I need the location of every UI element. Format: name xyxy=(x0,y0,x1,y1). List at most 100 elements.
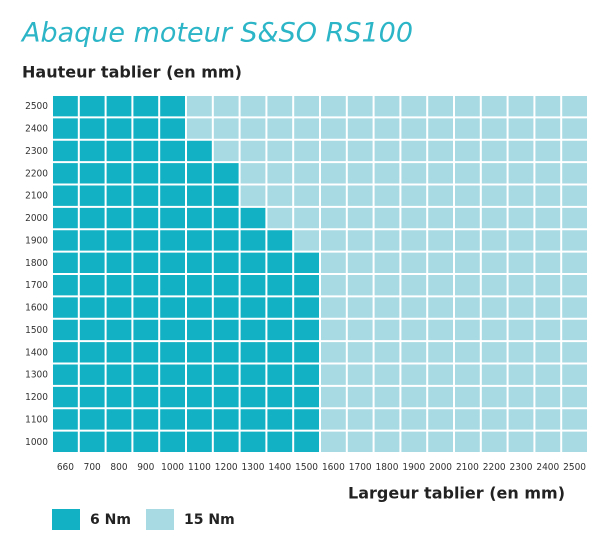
cell xyxy=(133,319,159,341)
cell xyxy=(347,275,373,296)
cell xyxy=(267,409,293,430)
cell xyxy=(508,252,534,273)
cell xyxy=(187,185,212,206)
cell xyxy=(428,230,453,251)
cell xyxy=(321,275,346,296)
cell xyxy=(106,230,132,251)
x-tick-label: 2300 xyxy=(510,462,533,473)
cell xyxy=(79,342,105,363)
cell xyxy=(53,297,78,318)
cell xyxy=(294,342,319,363)
cell xyxy=(428,275,453,296)
cell xyxy=(347,431,373,452)
cell xyxy=(106,386,132,408)
cell xyxy=(562,118,587,139)
cell xyxy=(133,163,159,184)
cell xyxy=(321,342,346,363)
cell xyxy=(562,207,587,229)
cell xyxy=(455,386,480,408)
cell xyxy=(481,409,507,430)
cell xyxy=(267,185,293,206)
cell xyxy=(455,96,480,117)
cell xyxy=(133,275,159,296)
y-tick-label: 1800 xyxy=(25,258,48,269)
cell xyxy=(267,319,293,341)
cell xyxy=(160,364,185,385)
cell xyxy=(535,275,561,296)
cell xyxy=(53,386,78,408)
cell xyxy=(187,342,212,363)
cell xyxy=(508,96,534,117)
cell xyxy=(53,185,78,206)
x-tick-label: 2200 xyxy=(483,462,506,473)
cell xyxy=(481,96,507,117)
cell xyxy=(294,118,319,139)
cell xyxy=(213,319,239,341)
cell xyxy=(53,275,78,296)
cell xyxy=(133,364,159,385)
cell xyxy=(187,96,212,117)
cell xyxy=(187,140,212,162)
x-tick-label: 1400 xyxy=(268,462,291,473)
cell xyxy=(53,207,78,229)
cell xyxy=(213,297,239,318)
cell xyxy=(294,409,319,430)
x-tick-label: 1100 xyxy=(188,462,211,473)
cell xyxy=(374,163,400,184)
cell xyxy=(213,185,239,206)
y-tick-label: 1100 xyxy=(25,414,48,425)
cell xyxy=(535,386,561,408)
cell xyxy=(562,364,587,385)
cell xyxy=(267,140,293,162)
cell xyxy=(187,409,212,430)
cell xyxy=(213,207,239,229)
cell xyxy=(374,140,400,162)
cell xyxy=(562,230,587,251)
cell xyxy=(294,185,319,206)
cell xyxy=(267,275,293,296)
cell xyxy=(508,207,534,229)
cell xyxy=(79,431,105,452)
cell xyxy=(79,96,105,117)
cell xyxy=(428,386,453,408)
cell xyxy=(79,364,105,385)
cell xyxy=(428,163,453,184)
cell xyxy=(267,163,293,184)
cell xyxy=(347,207,373,229)
cell xyxy=(481,118,507,139)
cell xyxy=(106,342,132,363)
cell xyxy=(481,319,507,341)
cell xyxy=(133,230,159,251)
cell xyxy=(481,297,507,318)
cell xyxy=(133,140,159,162)
cell xyxy=(160,297,185,318)
cell xyxy=(79,140,105,162)
cell xyxy=(160,185,185,206)
cell xyxy=(508,386,534,408)
cell xyxy=(401,118,427,139)
cell xyxy=(213,252,239,273)
cell xyxy=(160,118,185,139)
cell xyxy=(321,163,346,184)
cell xyxy=(481,386,507,408)
cell xyxy=(321,185,346,206)
cell xyxy=(106,409,132,430)
cell xyxy=(267,96,293,117)
cell xyxy=(187,230,212,251)
cell xyxy=(455,207,480,229)
cell xyxy=(508,431,534,452)
cell xyxy=(106,275,132,296)
cell xyxy=(160,386,185,408)
cell xyxy=(374,319,400,341)
x-tick-label: 2000 xyxy=(429,462,452,473)
cell xyxy=(240,163,266,184)
cell xyxy=(160,275,185,296)
cell xyxy=(267,230,293,251)
cell xyxy=(401,140,427,162)
cell xyxy=(428,319,453,341)
cell xyxy=(508,297,534,318)
cell xyxy=(562,275,587,296)
y-tick-label: 1000 xyxy=(25,437,48,448)
cell xyxy=(347,342,373,363)
y-tick-label: 1400 xyxy=(25,347,48,358)
